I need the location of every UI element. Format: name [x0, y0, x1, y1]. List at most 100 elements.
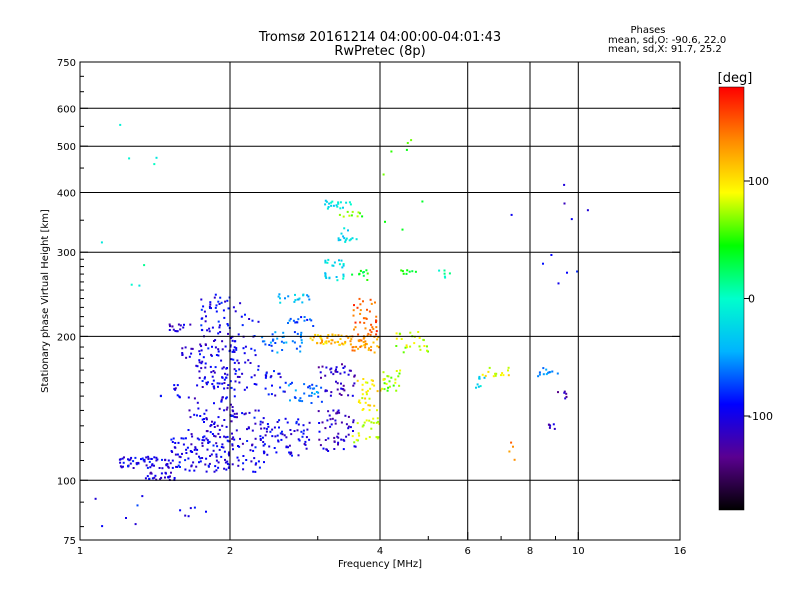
data-point [128, 157, 131, 160]
data-point [387, 386, 390, 389]
data-point [417, 331, 420, 333]
data-point [277, 295, 280, 298]
data-point [426, 345, 428, 348]
data-point [224, 372, 226, 375]
data-point [257, 368, 260, 371]
data-point [231, 414, 234, 417]
data-point [290, 451, 292, 454]
data-point [307, 386, 310, 389]
data-point [300, 339, 303, 342]
data-point [341, 363, 343, 366]
data-point [153, 464, 155, 467]
data-point [322, 343, 325, 345]
data-point [291, 454, 293, 457]
data-point [168, 329, 171, 331]
data-point [213, 387, 216, 390]
data-point [167, 466, 170, 469]
data-point [351, 237, 354, 240]
data-point [288, 444, 291, 447]
data-point [209, 303, 212, 306]
data-point [327, 340, 330, 343]
data-point [510, 213, 513, 216]
data-point [171, 459, 174, 462]
data-point [211, 326, 214, 329]
data-point [221, 443, 224, 446]
data-point [218, 324, 221, 327]
data-point [270, 393, 273, 396]
data-point [364, 327, 367, 330]
data-point [326, 448, 328, 451]
data-point [197, 407, 200, 410]
data-point [331, 333, 334, 336]
data-point [349, 426, 352, 429]
data-point [278, 293, 281, 296]
data-point [484, 374, 487, 377]
data-point [217, 320, 220, 323]
data-point [130, 283, 133, 286]
data-point [250, 376, 253, 379]
data-point [330, 339, 333, 342]
data-point [169, 462, 172, 465]
data-point [276, 337, 279, 340]
data-point [217, 461, 220, 464]
data-point [252, 449, 255, 452]
data-point [348, 369, 351, 372]
data-point [318, 422, 321, 424]
data-point [254, 446, 257, 449]
data-point [242, 468, 245, 471]
data-point [200, 349, 203, 352]
data-point [299, 345, 302, 348]
data-point [254, 463, 257, 466]
data-point [563, 202, 566, 205]
data-point [247, 359, 250, 362]
data-point [127, 458, 129, 461]
data-point [264, 376, 267, 379]
data-point [141, 457, 144, 460]
data-point [312, 325, 315, 327]
data-point [208, 327, 211, 330]
data-point [338, 263, 341, 266]
data-point [213, 470, 216, 473]
data-point [330, 201, 333, 204]
data-point [287, 446, 289, 449]
data-point [398, 332, 401, 335]
data-point [298, 439, 301, 442]
data-point [199, 353, 201, 356]
data-point [335, 204, 338, 207]
data-point [267, 425, 270, 428]
data-point [288, 319, 291, 322]
data-point [125, 517, 127, 519]
data-point [179, 509, 182, 512]
data-point [215, 453, 218, 456]
data-point [271, 435, 274, 438]
data-point [226, 406, 229, 409]
data-point [356, 422, 359, 425]
data-point [227, 332, 229, 335]
data-point [303, 383, 306, 386]
data-point [230, 420, 233, 423]
data-point [308, 421, 311, 424]
data-point [249, 362, 252, 364]
data-point [483, 376, 486, 379]
data-point [258, 466, 261, 469]
data-point [394, 381, 397, 384]
data-point [216, 445, 219, 448]
data-point [369, 333, 372, 336]
data-point [479, 385, 482, 388]
data-point [177, 464, 180, 467]
data-point [285, 436, 288, 439]
data-point [294, 397, 297, 399]
data-point [155, 156, 158, 159]
data-point [175, 330, 178, 333]
data-point [271, 384, 273, 387]
data-point [153, 163, 156, 166]
data-point [368, 310, 371, 313]
data-point [212, 385, 215, 388]
data-point [181, 347, 184, 350]
data-point [337, 201, 340, 204]
data-point [289, 429, 292, 431]
data-point [502, 374, 505, 377]
data-point [366, 381, 369, 384]
data-point [336, 382, 339, 385]
